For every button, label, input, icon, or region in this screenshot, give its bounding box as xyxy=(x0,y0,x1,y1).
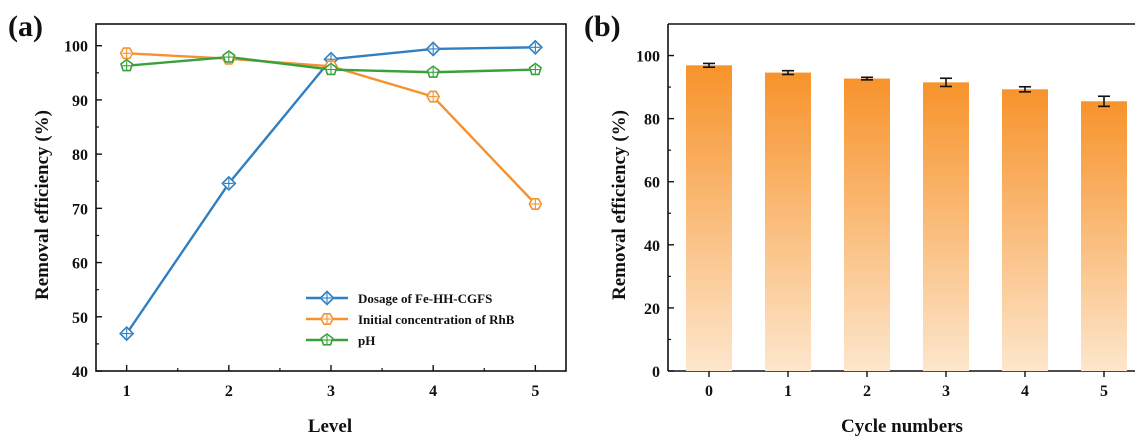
y-tick-label: 100 xyxy=(636,49,660,66)
y-tick-label: 60 xyxy=(72,256,88,273)
legend-label: pH xyxy=(358,333,375,348)
panel-b-label: (b) xyxy=(584,10,621,43)
y-tick-label: 100 xyxy=(64,39,88,56)
bar xyxy=(765,72,811,371)
bar xyxy=(686,65,732,371)
panel-a-legend: Dosage of Fe-HH-CGFS Initial concentratio… xyxy=(306,290,515,348)
x-tick-label: 1 xyxy=(123,383,131,400)
panel-b-xlabel: Cycle numbers xyxy=(841,416,963,437)
bar xyxy=(1081,101,1127,371)
y-tick-label: 60 xyxy=(644,175,660,192)
legend-label: Initial concentration of RhB xyxy=(358,312,515,327)
y-tick-label: 80 xyxy=(644,112,660,129)
x-tick-label: 4 xyxy=(429,383,437,400)
x-tick-label: 3 xyxy=(942,383,950,400)
panel-a-ylabel: Removal efficiency (%) xyxy=(32,110,53,300)
panel-a-xlabel: Level xyxy=(308,416,352,437)
y-tick-label: 40 xyxy=(644,238,660,255)
y-tick-label: 90 xyxy=(72,93,88,110)
legend-label: Dosage of Fe-HH-CGFS xyxy=(358,291,492,306)
x-tick-label: 2 xyxy=(225,383,233,400)
y-tick-label: 40 xyxy=(72,364,88,381)
panel-b-plot: 0 20 40 60 80 100 0 1 2 3 4 5 xyxy=(636,23,1135,400)
panel-a-label: (a) xyxy=(8,10,43,43)
x-tick-label: 5 xyxy=(531,383,539,400)
y-tick-label: 0 xyxy=(652,364,660,381)
x-tick-label: 2 xyxy=(863,383,871,400)
x-tick-label: 0 xyxy=(705,383,713,400)
y-tick-label: 20 xyxy=(644,301,660,318)
x-tick-label: 4 xyxy=(1021,383,1029,400)
panel-a-plot: 40 50 60 70 80 90 100 1 2 3 4 5 Dosage of Fe-HH-CGFS… xyxy=(64,23,567,400)
bar xyxy=(923,82,969,371)
series-2-line xyxy=(126,52,537,205)
y-tick-label: 50 xyxy=(72,310,88,327)
bar xyxy=(844,78,890,371)
x-tick-label: 1 xyxy=(784,383,792,400)
y-tick-label: 80 xyxy=(72,147,88,164)
panel-b-ylabel: Removal efficiency (%) xyxy=(609,110,630,300)
y-tick-label: 70 xyxy=(72,201,88,218)
x-tick-label: 3 xyxy=(327,383,335,400)
bar xyxy=(1002,89,1048,372)
x-tick-label: 5 xyxy=(1100,383,1108,400)
